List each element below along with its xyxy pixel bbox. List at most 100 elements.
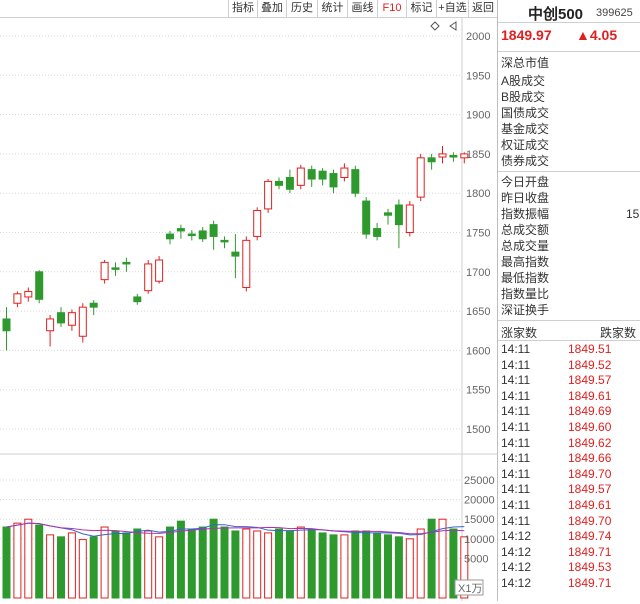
price-axis-label: 1650 bbox=[466, 306, 490, 318]
price-axis-label: 1850 bbox=[466, 149, 490, 161]
volume-bar bbox=[373, 532, 382, 599]
tick-price: 1849.61 bbox=[568, 498, 612, 512]
divider bbox=[498, 22, 640, 23]
back-button[interactable]: 返回 bbox=[468, 0, 497, 17]
candle-body bbox=[253, 209, 262, 237]
stat-bond-turnover: 债券成交 bbox=[501, 154, 550, 168]
candle-body bbox=[427, 157, 436, 163]
volume-bar bbox=[253, 530, 262, 599]
tick-price: 1849.57 bbox=[568, 373, 612, 388]
volume-bar bbox=[449, 528, 458, 599]
volume-axis-label: 15000 bbox=[464, 514, 495, 526]
candle-body bbox=[362, 200, 371, 235]
volume-bar bbox=[187, 528, 196, 599]
volume-bar bbox=[78, 539, 87, 599]
tick-time: 14:11 bbox=[501, 435, 531, 450]
mark-button[interactable]: 标记 bbox=[406, 0, 436, 17]
tick-price: 1849.61 bbox=[568, 388, 612, 403]
volume-bar bbox=[351, 530, 360, 599]
tick-time: 14:11 bbox=[501, 404, 531, 419]
candle-body bbox=[100, 261, 109, 281]
volume-bar bbox=[296, 526, 305, 599]
tick-price: 1849.71 bbox=[568, 576, 612, 590]
kline-chart[interactable]: 2000 1950 1900 1850 1800 1750 1700 1650 1600 1550… bbox=[0, 18, 497, 601]
tick-row: 14:11 1849.57 bbox=[498, 373, 640, 389]
tick-price: 1849.70 bbox=[568, 466, 612, 481]
f10-button[interactable]: F10 bbox=[377, 0, 406, 17]
candle-body bbox=[89, 302, 98, 308]
tick-time: 14:12 bbox=[501, 529, 532, 544]
stat-total-volume: 总成交量 bbox=[501, 239, 550, 253]
candle-body bbox=[155, 259, 164, 282]
history-button[interactable]: 历史 bbox=[286, 0, 317, 17]
volume-bar bbox=[231, 530, 240, 599]
stat-b-share-turnover: B股成交 bbox=[501, 90, 546, 104]
candle-body bbox=[405, 204, 414, 234]
advancers-header: 涨家数 bbox=[501, 326, 538, 340]
candle-body bbox=[78, 306, 87, 337]
draw-line-button[interactable]: 画线 bbox=[347, 0, 377, 17]
candle-body bbox=[296, 167, 305, 186]
volume-bar bbox=[133, 528, 142, 599]
tick-price: 1849.74 bbox=[568, 529, 612, 544]
volume-bar bbox=[67, 532, 76, 599]
tick-row: 14:12 1849.74 bbox=[498, 529, 640, 545]
volume-bar bbox=[427, 518, 436, 599]
volume-bar bbox=[416, 528, 425, 599]
price-axis-label: 1600 bbox=[466, 345, 490, 357]
candle-body bbox=[187, 233, 196, 237]
triangle-left-icon[interactable] bbox=[449, 21, 457, 31]
candle-body bbox=[111, 267, 120, 270]
volume-bar bbox=[13, 522, 22, 599]
statistics-button[interactable]: 统计 bbox=[317, 0, 347, 17]
candle-body bbox=[133, 296, 142, 303]
tick-row: 14:11 1849.51 bbox=[498, 342, 640, 358]
candle-body bbox=[35, 271, 44, 300]
decliners-header: 跌家数 bbox=[600, 326, 637, 340]
price-axis-label: 1700 bbox=[466, 267, 490, 279]
price-axis-label: 1550 bbox=[466, 385, 490, 397]
tick-time: 14:11 bbox=[501, 513, 531, 528]
volume-bar bbox=[166, 526, 174, 599]
kline-chart-svg[interactable]: 2000 1950 1900 1850 1800 1750 1700 1650 1600 1550… bbox=[0, 18, 497, 601]
candle-body bbox=[176, 228, 185, 232]
tick-price: 1849.62 bbox=[568, 435, 612, 450]
tick-time: 14:12 bbox=[501, 544, 532, 559]
candle-body bbox=[285, 176, 294, 190]
tick-row: 14:11 1849.62 bbox=[498, 436, 640, 452]
current-price: 1849.97 bbox=[501, 27, 552, 43]
volume-bar bbox=[100, 526, 109, 599]
volume-bar bbox=[438, 518, 447, 599]
candle-body bbox=[198, 230, 207, 240]
tick-time: 14:11 bbox=[501, 342, 531, 356]
candle-body bbox=[166, 233, 174, 240]
candle-body bbox=[46, 318, 55, 332]
diamond-icon[interactable] bbox=[430, 21, 440, 31]
overlay-button[interactable]: 叠加 bbox=[257, 0, 286, 17]
volume-bar bbox=[285, 530, 294, 599]
volume-bar bbox=[220, 526, 229, 599]
stat-warrant-turnover: 权证成交 bbox=[501, 138, 550, 152]
add-favorite-button[interactable]: +自选 bbox=[436, 0, 468, 17]
stat-a-share-turnover: A股成交 bbox=[501, 74, 546, 88]
indicator-button[interactable]: 指标 bbox=[228, 0, 257, 17]
volume-bar bbox=[275, 528, 283, 599]
volume-bar bbox=[329, 534, 338, 599]
tick-time: 14:12 bbox=[501, 576, 532, 590]
stat-lowest-index: 最低指数 bbox=[501, 271, 550, 285]
candle-body bbox=[449, 154, 458, 158]
tick-time: 14:11 bbox=[501, 388, 531, 403]
candle-body bbox=[351, 169, 360, 194]
volume-ma10-line bbox=[6, 522, 465, 535]
volume-unit-box: X1万 bbox=[454, 579, 484, 596]
price-axis-label: 1500 bbox=[466, 424, 490, 436]
tick-price: 1849.66 bbox=[568, 451, 612, 466]
price-axis-label: 2000 bbox=[466, 31, 490, 43]
candle-body bbox=[24, 290, 33, 298]
candle-body bbox=[394, 204, 403, 226]
volume-bar bbox=[394, 536, 403, 599]
volume-axis-label: 5000 bbox=[464, 553, 488, 565]
volume-bar bbox=[122, 532, 131, 599]
tick-time: 14:11 bbox=[501, 420, 531, 434]
tick-row: 14:11 1849.69 bbox=[498, 404, 640, 420]
